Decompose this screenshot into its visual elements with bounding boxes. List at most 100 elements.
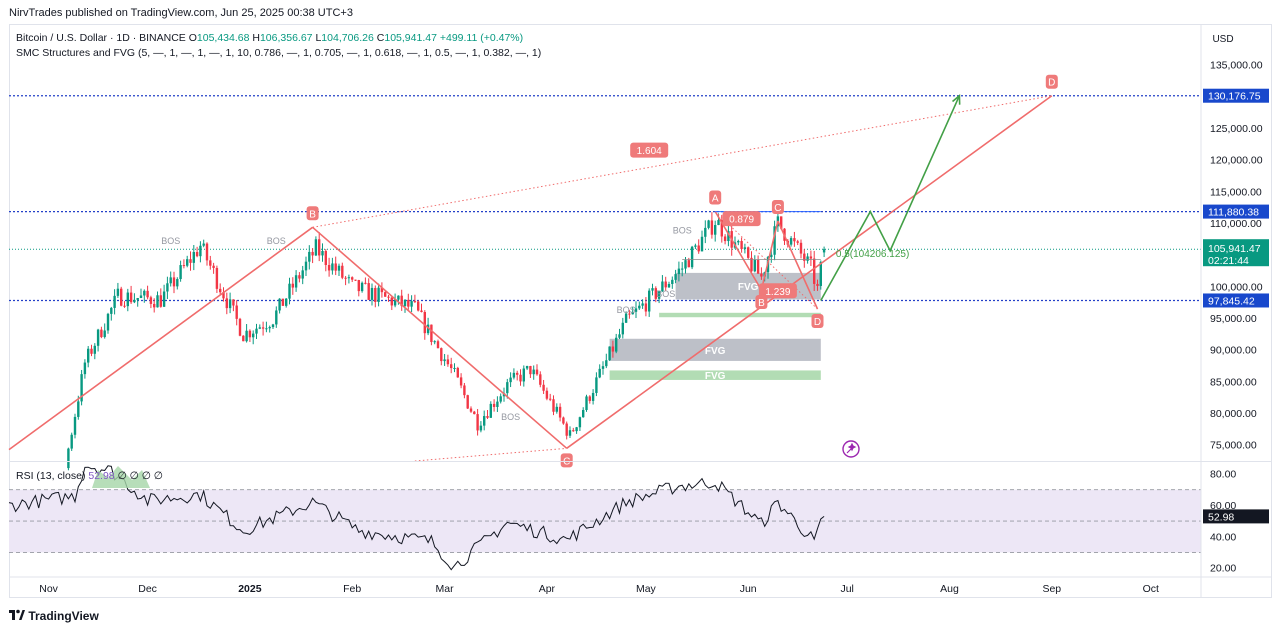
candle-body — [96, 329, 100, 346]
candle-body — [822, 249, 826, 253]
candle-body — [232, 299, 235, 306]
candle-body — [664, 281, 667, 288]
bos-label: BOS — [161, 236, 180, 246]
time-tick-label: Dec — [138, 583, 157, 595]
candle-body — [506, 382, 509, 394]
candle-body — [813, 258, 816, 284]
candle-body — [106, 313, 110, 331]
candle-body — [681, 268, 684, 270]
candle-body — [153, 303, 156, 308]
rsi-badge-label: 52.98 — [1208, 511, 1234, 523]
candle-body — [195, 251, 199, 257]
pattern-point-label: A — [712, 193, 719, 204]
candle-body — [578, 417, 582, 428]
candle-body — [568, 430, 572, 436]
pattern-leg — [312, 226, 568, 449]
candle-body — [294, 275, 298, 288]
indicator-legend[interactable]: SMC Structures and FVG (5, —, 1, —, 1, —… — [16, 47, 542, 59]
tradingview-logo-icon — [9, 609, 25, 620]
candle-body — [459, 377, 463, 386]
brand-label: TradingView — [28, 609, 99, 623]
candle-body — [199, 245, 202, 257]
candle-body — [278, 298, 281, 311]
candle-body — [341, 265, 344, 278]
candle-body — [156, 295, 159, 308]
candle-body — [308, 251, 311, 262]
rsi-tick-label: 80.00 — [1210, 468, 1236, 480]
magic-wand-icon[interactable] — [842, 440, 860, 458]
candle-body — [202, 243, 205, 246]
candle-body — [496, 401, 499, 407]
price-tick-label: 90,000.00 — [1210, 345, 1257, 357]
candle-body — [354, 279, 357, 281]
time-tick-label: Jul — [840, 583, 853, 595]
candle-body — [304, 261, 308, 271]
candle-body — [103, 330, 106, 338]
candle-body — [271, 324, 275, 328]
candle-body — [397, 295, 400, 300]
candle-body — [601, 366, 605, 369]
candle-body — [80, 374, 83, 402]
ratio-label: 1.239 — [765, 287, 790, 298]
level-lines-layer — [9, 95, 1201, 302]
harmonic-pattern-layer — [8, 95, 1053, 462]
time-tick-label: 2025 — [238, 583, 262, 595]
chart-frame — [9, 24, 1272, 598]
time-tick-label: Nov — [39, 583, 58, 595]
candle-body — [770, 254, 773, 258]
candle-body — [410, 301, 413, 307]
candle-body — [133, 299, 136, 303]
candle-body — [268, 327, 271, 329]
pattern-point-label: C — [774, 203, 781, 214]
candle-body — [710, 220, 714, 235]
bos-label: BOS — [673, 226, 692, 236]
candle-body — [384, 292, 387, 297]
ohlc-close: 105,941.47 — [384, 32, 437, 44]
candle-body — [809, 256, 813, 259]
rsi-legend[interactable]: RSI (13, close) 52.98 ∅ ∅ ∅ ∅ — [16, 470, 163, 482]
projection-layer — [820, 94, 961, 301]
projection-path — [820, 95, 961, 301]
candle-body — [67, 448, 70, 469]
candle-body — [436, 341, 440, 349]
candle-body — [420, 310, 423, 313]
rsi-pane — [8, 465, 1201, 571]
candle-body — [740, 240, 743, 249]
candle-body — [186, 259, 189, 266]
candle-body — [456, 367, 459, 378]
candle-body — [205, 243, 209, 261]
candle-body — [407, 299, 410, 307]
fvg-label: FVG — [705, 346, 726, 357]
fvg-zone — [659, 312, 821, 318]
candle-body — [519, 374, 522, 382]
candle-body — [83, 362, 87, 375]
candle-body — [486, 416, 489, 418]
candle-body — [357, 280, 360, 292]
price-tick-label: 100,000.00 — [1210, 281, 1263, 293]
bos-label: BOS — [656, 289, 675, 299]
price-badge-label: 130,176.75 — [1208, 91, 1261, 103]
candle-body — [285, 298, 288, 306]
ohlc-high-label: H — [252, 32, 260, 44]
candle-body — [123, 305, 126, 307]
candle-body — [116, 288, 120, 296]
candle-body — [489, 403, 492, 418]
candle-body — [423, 312, 426, 334]
candle-body — [697, 245, 700, 252]
candle-body — [529, 366, 532, 375]
tradingview-footer[interactable]: TradingView — [9, 609, 99, 623]
pattern-point-badge — [709, 190, 722, 205]
candle-body — [166, 283, 169, 292]
candle-body — [737, 240, 740, 243]
candle-body — [638, 305, 641, 309]
candle-body — [479, 425, 483, 431]
candle-body — [443, 359, 446, 362]
candle-body — [143, 290, 146, 296]
candle-body — [588, 396, 591, 401]
time-tick-label: Sep — [1042, 583, 1061, 595]
candle-body — [182, 265, 186, 267]
candle-body — [476, 414, 479, 431]
rsi-overbought-fill — [92, 466, 150, 488]
candle-body — [291, 283, 294, 288]
